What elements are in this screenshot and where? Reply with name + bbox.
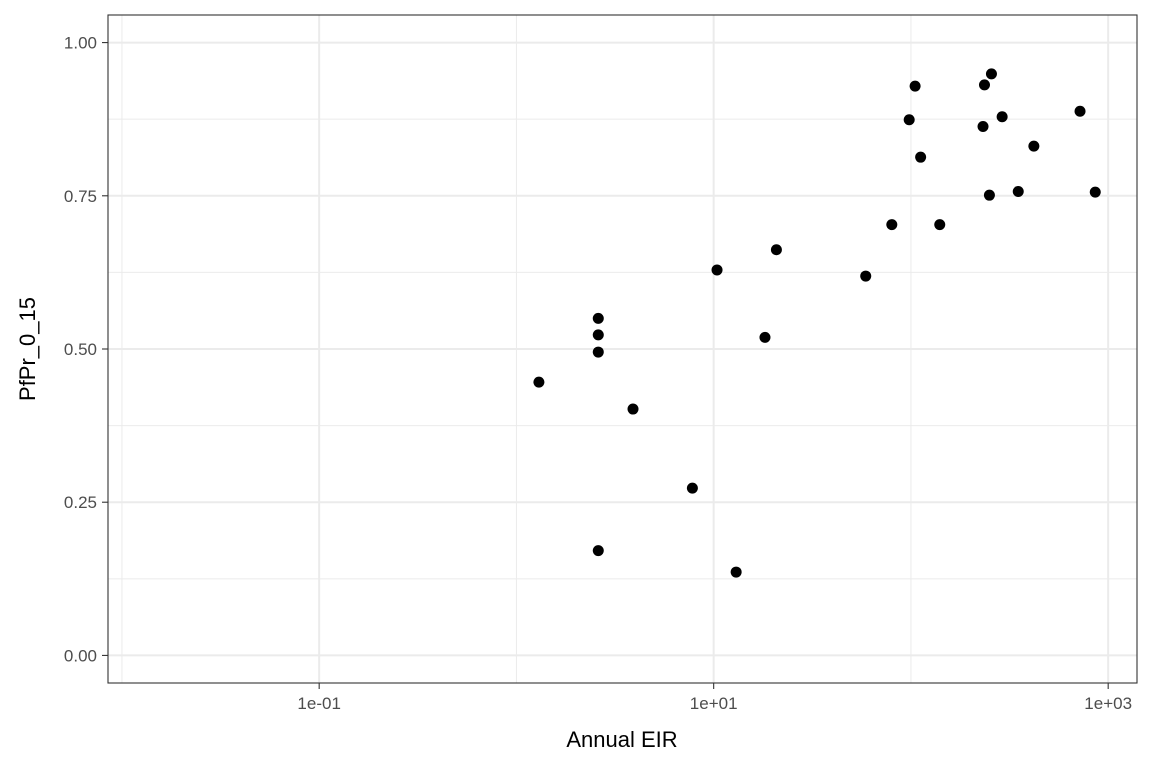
- x-tick-label: 1e+01: [690, 694, 738, 713]
- data-point: [909, 80, 921, 92]
- x-axis: 1e-01 1e+01 1e+03: [297, 683, 1132, 713]
- data-point: [592, 312, 604, 324]
- data-point: [1028, 140, 1040, 152]
- x-tick-label: 1e+03: [1084, 694, 1132, 713]
- y-tick-label: 0.00: [64, 646, 97, 665]
- data-point: [1074, 105, 1086, 117]
- data-point: [711, 264, 723, 276]
- data-point: [770, 244, 782, 256]
- major-gridlines: [108, 15, 1137, 683]
- x-tick-label: 1e-01: [297, 694, 340, 713]
- data-point: [1012, 185, 1024, 197]
- y-tick-label: 0.75: [64, 187, 97, 206]
- y-tick-label: 1.00: [64, 34, 97, 53]
- y-axis: 0.00 0.25 0.50 0.75 1.00: [64, 34, 108, 665]
- data-point: [860, 270, 872, 282]
- data-point: [903, 114, 915, 126]
- data-point: [985, 68, 997, 80]
- data-point: [996, 111, 1008, 123]
- data-point: [934, 219, 946, 231]
- data-point: [886, 219, 898, 231]
- data-point: [686, 482, 698, 494]
- data-point: [592, 545, 604, 557]
- data-point: [977, 121, 989, 133]
- data-point: [1089, 186, 1101, 198]
- data-point: [533, 376, 545, 388]
- y-axis-title: PfPr_0_15: [15, 297, 40, 401]
- data-point: [978, 79, 990, 91]
- data-point: [759, 331, 771, 343]
- y-tick-label: 0.25: [64, 493, 97, 512]
- data-point: [627, 403, 639, 415]
- x-axis-title: Annual EIR: [566, 727, 677, 752]
- y-tick-label: 0.50: [64, 340, 97, 359]
- data-point: [592, 346, 604, 358]
- data-point: [730, 566, 742, 578]
- data-point: [915, 151, 927, 163]
- data-points: [533, 68, 1101, 578]
- data-point: [983, 189, 995, 201]
- data-point: [592, 329, 604, 341]
